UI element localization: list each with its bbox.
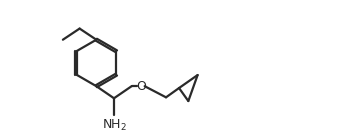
Text: NH$_2$: NH$_2$ [102,118,126,133]
Text: O: O [136,80,146,93]
